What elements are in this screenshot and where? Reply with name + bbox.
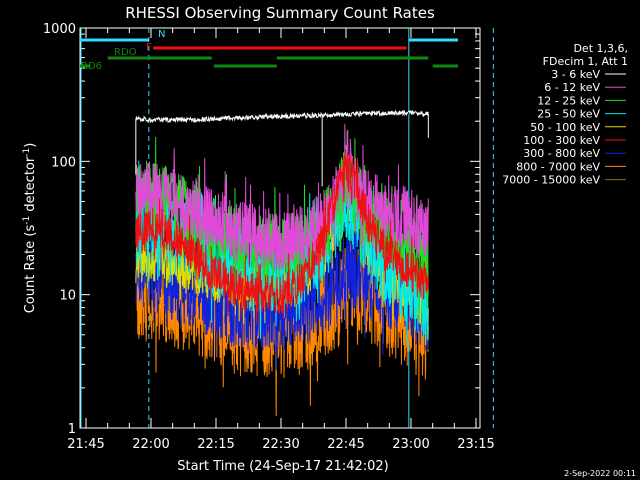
flag-label-rd6: RD6: [81, 61, 102, 72]
legend-label: 7000 - 15000 keV: [502, 174, 600, 187]
y-tick-label: 100: [51, 155, 76, 170]
legend-label: 6 - 12 keV: [544, 81, 600, 94]
legend-label: 12 - 25 keV: [537, 94, 600, 107]
legend-label: 3 - 6 keV: [551, 68, 600, 81]
y-axis-label-end: ): [23, 143, 38, 148]
y-tick-label: 1: [68, 422, 76, 437]
x-tick-label: 23:00: [392, 437, 429, 452]
flag-label-rdo: RDO: [114, 47, 137, 58]
footer-date: 2-Sep-2022 00:11: [564, 469, 636, 478]
legend-label: 25 - 50 keV: [537, 108, 600, 121]
legend-label: 100 - 300 keV: [523, 134, 600, 147]
x-tick-label: 21:45: [67, 437, 104, 452]
y-axis-label-main: Count Rate (s: [23, 225, 38, 314]
chart-title: RHESSI Observing Summary Count Rates: [125, 4, 435, 22]
y-tick-label: 1000: [43, 22, 76, 37]
flag-label-n: N: [158, 29, 165, 40]
legend-header: FDecim 1, Att 1: [543, 55, 628, 68]
y-tick-label: 10: [59, 289, 76, 304]
flag-label-f: F: [146, 42, 152, 53]
x-tick-label: 22:00: [132, 437, 169, 452]
series-line-5: [135, 151, 429, 324]
legend-label: 300 - 800 keV: [523, 147, 600, 160]
x-tick-label: 22:45: [327, 437, 364, 452]
series-line-3-6kev-visible: [135, 109, 429, 124]
legend-header: Det 1,3,6,: [573, 42, 628, 55]
y-axis-label: Count Rate (s-1 detector-1): [22, 143, 38, 314]
x-tick-label: 23:15: [457, 437, 494, 452]
series-line-1: [135, 123, 429, 271]
legend-label: 50 - 100 keV: [530, 121, 600, 134]
y-axis-label-sup1: -1: [22, 216, 32, 225]
y-axis-label-mid: detector: [23, 156, 38, 216]
x-tick-label: 22:30: [262, 437, 299, 452]
x-tick-label: 22:15: [197, 437, 234, 452]
legend-label: 800 - 7000 keV: [516, 160, 600, 173]
x-axis-label: Start Time (24-Sep-17 21:42:02): [177, 459, 388, 474]
plot-frame: [79, 27, 481, 429]
y-axis-label-sup2: -1: [22, 148, 32, 157]
